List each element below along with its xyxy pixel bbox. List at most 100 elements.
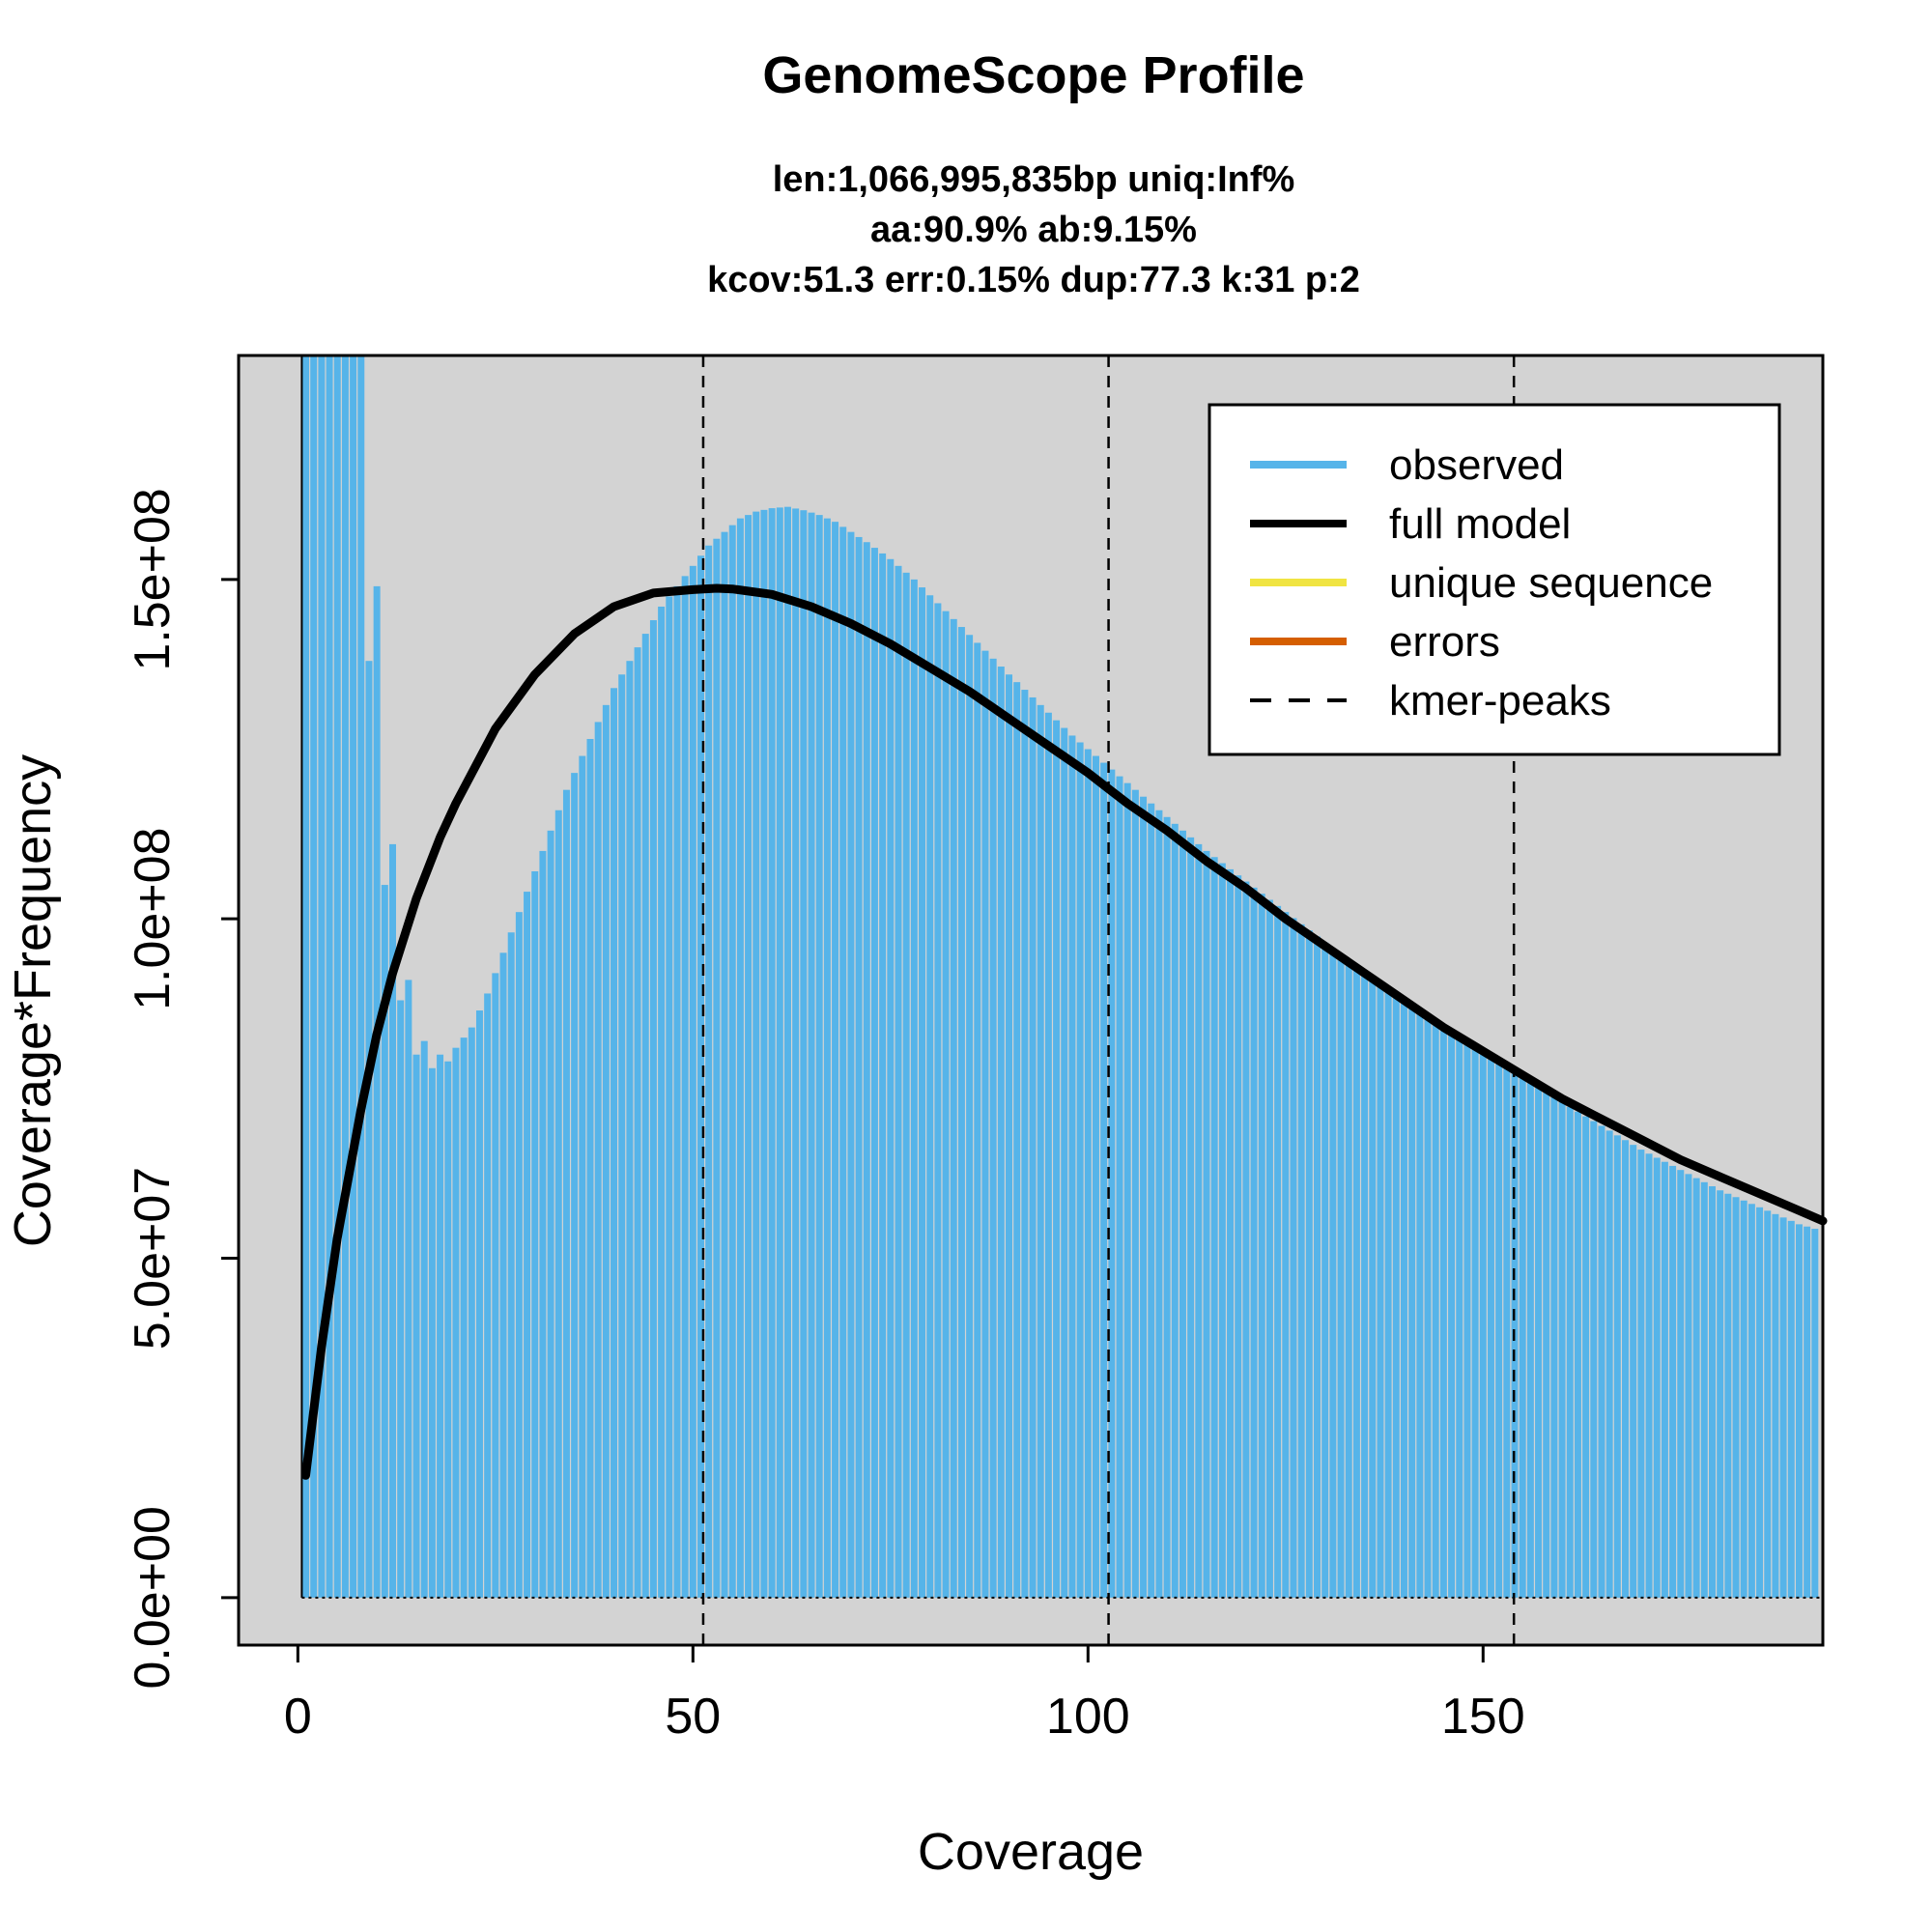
observed-bar: [760, 509, 768, 1598]
observed-bar: [326, 355, 333, 1598]
observed-bar: [586, 738, 594, 1598]
observed-bar: [1329, 949, 1337, 1598]
observed-bar: [1558, 1101, 1566, 1598]
observed-bar: [721, 531, 728, 1598]
observed-bar: [1463, 1043, 1471, 1598]
observed-bar: [1685, 1174, 1692, 1598]
legend-label: kmer-peaks: [1389, 677, 1611, 724]
observed-bar: [1622, 1140, 1629, 1598]
observed-bar: [1242, 881, 1250, 1598]
observed-bar: [1479, 1054, 1487, 1598]
observed-bar: [1669, 1165, 1677, 1598]
observed-bar: [1108, 769, 1116, 1598]
observed-bar: [634, 647, 641, 1598]
observed-bar: [705, 545, 713, 1598]
observed-bar: [697, 555, 704, 1598]
full-model-line: [301, 583, 1828, 1480]
observed-bar: [957, 627, 965, 1598]
observed-bar: [1076, 742, 1084, 1598]
observed-bar: [870, 548, 878, 1598]
observed-bar: [1550, 1096, 1558, 1598]
observed-bar: [373, 585, 381, 1598]
observed-bar: [1282, 912, 1290, 1598]
observed-bar: [800, 510, 808, 1598]
observed-bar: [484, 993, 492, 1598]
observed-bar: [571, 773, 579, 1598]
observed-bar: [855, 536, 863, 1598]
observed-bar: [934, 603, 942, 1598]
observed-bar: [1439, 1027, 1447, 1598]
observed-bar: [1297, 923, 1305, 1598]
observed-bar: [736, 518, 744, 1598]
observed-bar: [1163, 816, 1171, 1598]
observed-bar: [1195, 843, 1203, 1598]
observed-bar: [365, 661, 373, 1598]
observed-bar: [428, 1067, 436, 1598]
legend-label: errors: [1389, 618, 1500, 666]
observed-bar: [1487, 1059, 1494, 1598]
observed-bar: [1613, 1135, 1621, 1598]
observed-bar: [1116, 776, 1123, 1598]
observed-bar: [1274, 905, 1282, 1598]
observed-bar: [832, 522, 839, 1598]
observed-bar: [1061, 727, 1068, 1598]
observed-bar: [1227, 868, 1235, 1598]
observed-bar: [1171, 823, 1179, 1598]
observed-bar: [437, 1054, 444, 1598]
observed-bar: [1321, 942, 1329, 1598]
observed-bar: [1717, 1190, 1724, 1598]
observed-bar: [658, 606, 666, 1598]
observed-bar: [1123, 782, 1131, 1598]
observed-bar: [1100, 762, 1108, 1598]
observed-bar: [1006, 674, 1012, 1598]
observed-bar: [1582, 1116, 1590, 1598]
y-tick-label: 1.0e+08: [125, 827, 181, 1009]
observed-bar: [333, 355, 341, 1598]
observed-bar: [1732, 1197, 1740, 1598]
observed-bar: [689, 565, 696, 1598]
observed-bar: [1756, 1207, 1764, 1598]
observed-bar: [1503, 1068, 1511, 1598]
observed-bar: [1772, 1213, 1779, 1598]
x-tick-label: 0: [284, 1689, 312, 1745]
observed-bar: [1029, 696, 1037, 1598]
observed-bar: [966, 635, 974, 1598]
chart-subtitle-line-2: aa:90.9% ab:9.15%: [870, 210, 1197, 250]
observed-bar: [1709, 1186, 1716, 1598]
observed-bar: [350, 355, 357, 1598]
observed-bar: [768, 508, 776, 1598]
observed-bar: [847, 531, 855, 1598]
observed-bar: [1740, 1200, 1747, 1598]
chart-title: GenomeScope Profile: [762, 46, 1304, 104]
observed-bar: [839, 526, 847, 1598]
observed-bar: [1519, 1078, 1526, 1598]
observed-bar: [1044, 712, 1052, 1598]
observed-bar: [444, 1061, 452, 1598]
observed-bar: [579, 755, 586, 1598]
observed-bar: [1013, 682, 1021, 1598]
legend-label: unique sequence: [1389, 559, 1713, 607]
y-axis-label: Coverage*Frequency: [4, 754, 62, 1247]
observed-bar: [666, 596, 673, 1598]
chart-subtitle-line-1: len:1,066,995,835bp uniq:Inf%: [773, 159, 1295, 200]
observed-bar: [405, 980, 412, 1598]
observed-bar: [507, 932, 515, 1598]
observed-bar: [302, 355, 310, 1598]
legend: observed full model unique sequence errors k…: [1208, 403, 1781, 756]
observed-bar: [776, 507, 783, 1598]
observed-bar: [357, 355, 365, 1598]
observed-bar: [618, 674, 626, 1598]
observed-bar: [1424, 1016, 1432, 1598]
observed-bar: [524, 892, 531, 1598]
observed-bar: [1408, 1006, 1416, 1598]
observed-bar: [1250, 887, 1258, 1598]
observed-bar: [1590, 1121, 1598, 1598]
legend-label: full model: [1389, 500, 1571, 548]
observed-bar: [626, 661, 634, 1598]
observed-bar: [1416, 1010, 1424, 1598]
observed-bar: [602, 704, 610, 1598]
observed-bar: [1314, 936, 1321, 1598]
observed-bar: [728, 525, 736, 1598]
observed-bar: [531, 871, 539, 1598]
observed-bar: [420, 1040, 428, 1598]
